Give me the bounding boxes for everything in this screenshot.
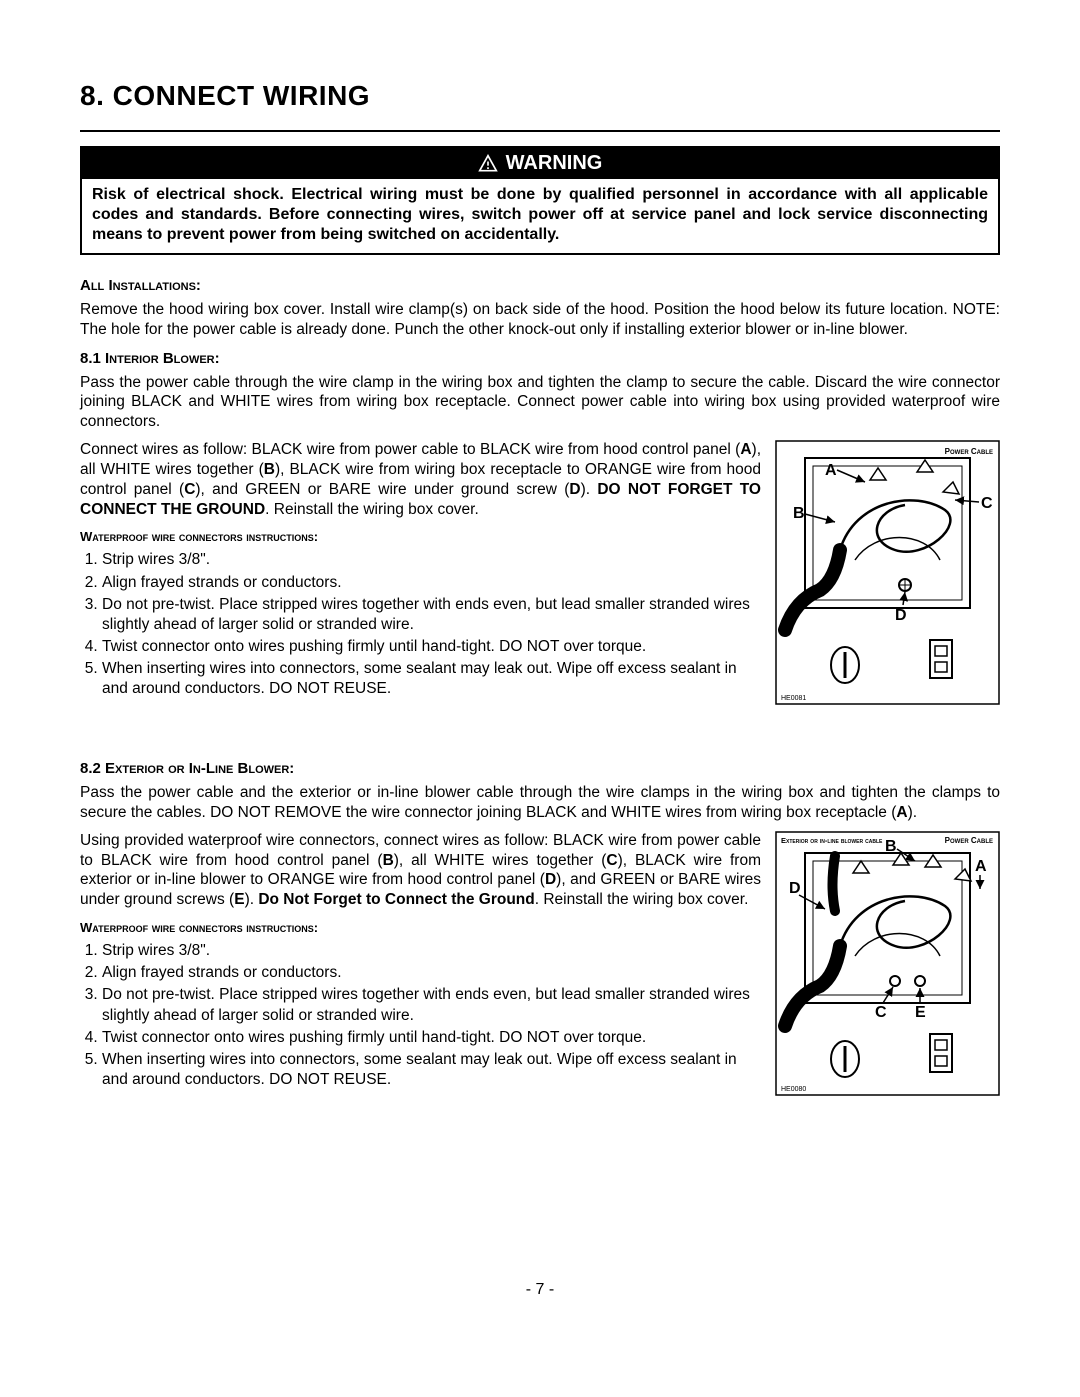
interior-diagram-svg: Power Cable: [775, 440, 1000, 705]
title-rule: [80, 130, 1000, 132]
list-item: When inserting wires into connectors, so…: [102, 659, 761, 699]
interior-text-col: Connect wires as follow: BLACK wire from…: [80, 440, 761, 707]
diagram-code: HE0081: [781, 695, 806, 702]
svg-text:D: D: [789, 880, 801, 897]
exterior-para2: Using provided waterproof wire connector…: [80, 831, 761, 910]
page-number: - 7 -: [80, 1281, 1000, 1299]
list-item: Strip wires 3/8".: [102, 550, 761, 570]
svg-text:B: B: [885, 838, 897, 855]
label-power-cable-2: Power Cable: [945, 836, 993, 845]
list-item: Do not pre-twist. Place stripped wires t…: [102, 985, 761, 1025]
exterior-connectors-heading: Waterproof wire connectors instructions:: [80, 920, 761, 935]
label-power-cable: Power Cable: [945, 447, 993, 456]
interior-diagram: Power Cable: [775, 440, 1000, 710]
warning-icon: [478, 154, 498, 174]
exterior-heading: 8.2 Exterior or In-Line Blower:: [80, 760, 1000, 777]
list-item: Do not pre-twist. Place stripped wires t…: [102, 595, 761, 635]
interior-heading: 8.1 Interior Blower:: [80, 350, 1000, 367]
list-item: When inserting wires into connectors, so…: [102, 1050, 761, 1090]
exterior-row: Using provided waterproof wire connector…: [80, 831, 1000, 1101]
warning-header: WARNING: [82, 148, 998, 179]
page: 8. CONNECT WIRING WARNING Risk of electr…: [0, 0, 1080, 1339]
exterior-steps: Strip wires 3/8". Align frayed strands o…: [80, 941, 761, 1090]
svg-text:B: B: [793, 505, 805, 522]
exterior-diagram-svg: Exterior or in-line blower cable Power C…: [775, 831, 1000, 1096]
svg-text:Exterior or in-line blower cab: Exterior or in-line blower cable: [781, 836, 883, 845]
exterior-para1: Pass the power cable and the exterior or…: [80, 783, 1000, 823]
interior-row: Connect wires as follow: BLACK wire from…: [80, 440, 1000, 710]
section-number: 8.: [80, 80, 104, 111]
list-item: Align frayed strands or conductors.: [102, 573, 761, 593]
exterior-text-col: Using provided waterproof wire connector…: [80, 831, 761, 1098]
interior-connectors-heading: Waterproof wire connectors instructions:: [80, 529, 761, 544]
svg-text:C: C: [875, 1004, 887, 1021]
spacer: [80, 710, 1000, 750]
list-item: Twist connector onto wires pushing firml…: [102, 637, 761, 657]
exterior-diagram: Exterior or in-line blower cable Power C…: [775, 831, 1000, 1101]
interior-para1: Pass the power cable through the wire cl…: [80, 373, 1000, 432]
all-installations-text: Remove the hood wiring box cover. Instal…: [80, 300, 1000, 340]
warning-body: Risk of electrical shock. Electrical wir…: [82, 179, 998, 253]
section-title: 8. CONNECT WIRING: [80, 80, 1000, 112]
warning-label: WARNING: [506, 152, 603, 175]
list-item: Twist connector onto wires pushing firml…: [102, 1028, 761, 1048]
list-item: Align frayed strands or conductors.: [102, 963, 761, 983]
interior-steps: Strip wires 3/8". Align frayed strands o…: [80, 550, 761, 699]
diagram-code-2: HE0080: [781, 1086, 806, 1093]
svg-text:E: E: [915, 1004, 926, 1021]
warning-box: WARNING Risk of electrical shock. Electr…: [80, 146, 1000, 255]
interior-para2: Connect wires as follow: BLACK wire from…: [80, 440, 761, 519]
list-item: Strip wires 3/8".: [102, 941, 761, 961]
svg-text:A: A: [825, 462, 837, 479]
all-installations-heading: All Installations:: [80, 277, 1000, 294]
svg-text:C: C: [981, 495, 993, 512]
section-title-text: CONNECT WIRING: [113, 80, 370, 111]
label-blower-cable: Exterior or in-line blower cable: [781, 836, 883, 845]
svg-text:A: A: [975, 858, 987, 875]
svg-text:D: D: [895, 607, 907, 624]
